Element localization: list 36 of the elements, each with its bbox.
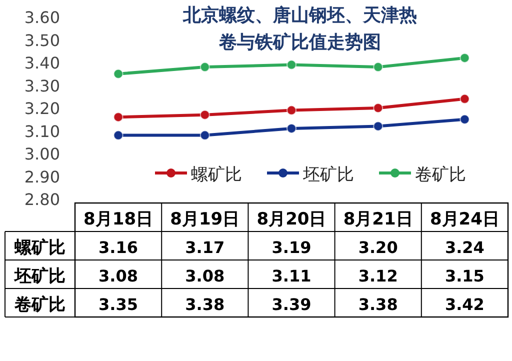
data-label: 3.08 — [185, 266, 225, 286]
data-label: 3.16 — [98, 238, 138, 257]
x-tick-label: 8月20日 — [256, 209, 326, 230]
data-label: 3.08 — [98, 266, 138, 286]
data-label: 3.24 — [444, 238, 484, 257]
y-tick-label: 3.60 — [24, 8, 60, 27]
y-tick-label: 3.20 — [24, 99, 60, 118]
y-tick-label: 3.40 — [24, 54, 60, 72]
y-tick-label: 3.00 — [24, 144, 60, 164]
text: 卷矿比 — [14, 294, 66, 315]
legend-label: 卷矿比 — [415, 165, 466, 185]
data-label: 3.39 — [272, 294, 312, 314]
data-label: 3.35 — [98, 294, 138, 314]
text: 螺矿比 — [14, 238, 66, 258]
data-label: 3.15 — [444, 266, 484, 286]
text: 坯矿比 — [14, 266, 66, 286]
y-tick-label: 3.30 — [24, 76, 60, 96]
data-label: 3.38 — [358, 294, 398, 314]
data-label: 3.42 — [444, 294, 484, 314]
x-tick-label: 8月19日 — [170, 209, 240, 230]
x-tick-label: 8月24日 — [430, 209, 500, 230]
chart-title: 北京螺纹、唐山钢坯、天津热卷与铁矿比值走势图 — [182, 5, 417, 53]
y-tick-label: 2.90 — [24, 167, 60, 186]
y-tick-label: 2.80 — [24, 190, 60, 209]
data-label: 3.19 — [272, 238, 312, 257]
data-label: 3.11 — [272, 266, 312, 286]
y-tick-label: 3.50 — [24, 30, 60, 50]
x-tick-label: 8月18日 — [84, 209, 154, 230]
legend-label: 螺矿比 — [191, 165, 242, 185]
x-tick-label: 8月21日 — [343, 209, 413, 230]
data-label: 3.17 — [185, 238, 225, 257]
data-label: 3.38 — [185, 294, 225, 314]
data-label: 3.12 — [358, 266, 398, 286]
legend-label: 坯矿比 — [302, 165, 354, 185]
data-label: 3.20 — [358, 238, 398, 257]
y-tick-label: 3.10 — [24, 122, 60, 141]
